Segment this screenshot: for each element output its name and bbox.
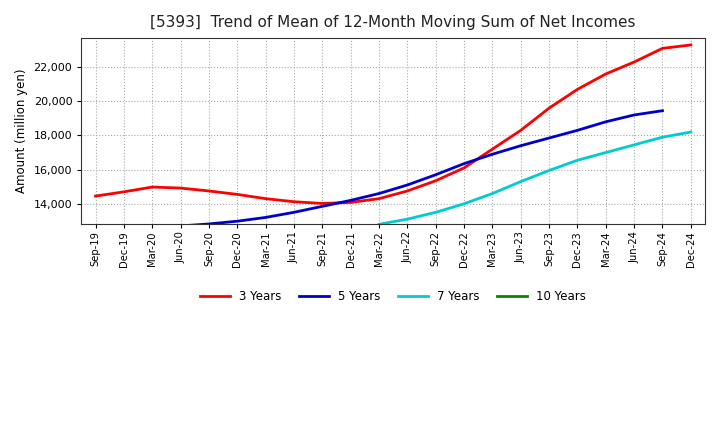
- Title: [5393]  Trend of Mean of 12-Month Moving Sum of Net Incomes: [5393] Trend of Mean of 12-Month Moving …: [150, 15, 636, 30]
- Legend: 3 Years, 5 Years, 7 Years, 10 Years: 3 Years, 5 Years, 7 Years, 10 Years: [195, 285, 591, 308]
- Y-axis label: Amount (million yen): Amount (million yen): [15, 69, 28, 194]
